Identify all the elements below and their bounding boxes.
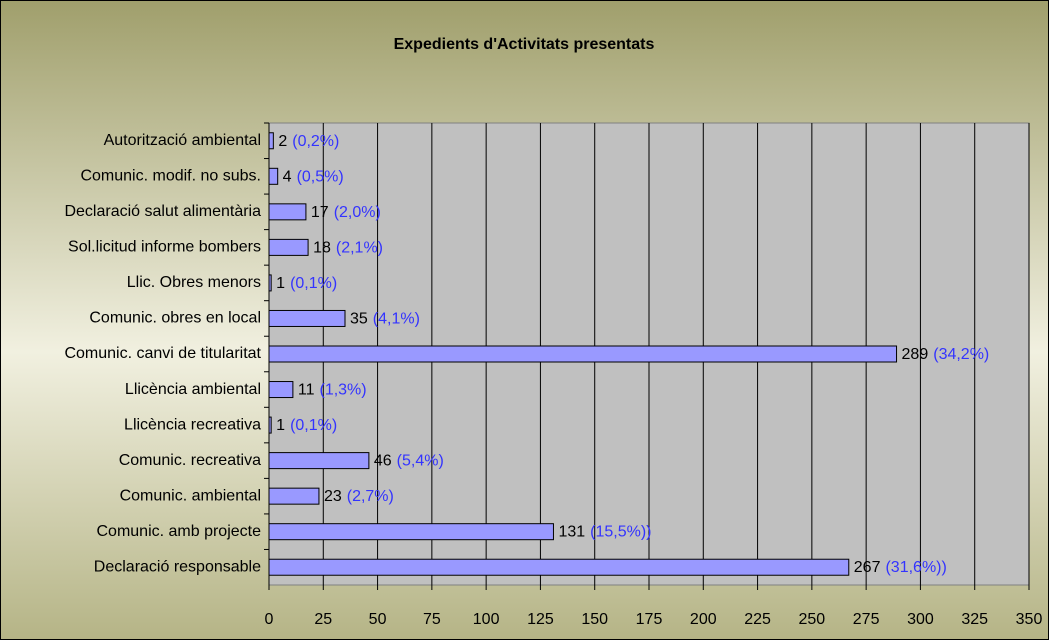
chart-title: Expedients d'Activitats presentats [394, 36, 655, 53]
bar [268, 238, 309, 256]
percent-label: (5,4%) [397, 453, 444, 470]
x-tick-label: 350 [1016, 611, 1043, 628]
value-label: 267 [854, 559, 881, 576]
x-tick-label: 100 [473, 611, 500, 628]
bar [268, 345, 898, 363]
data-label: 35 (4,1%) [350, 311, 420, 328]
y-tick-label: Llicència recreativa [124, 416, 261, 433]
percent-label: (2,0%) [334, 204, 381, 221]
bar [268, 452, 370, 470]
y-tick-label: Comunic. obres en local [89, 310, 261, 327]
y-tick-label: Llicència ambiental [125, 381, 261, 398]
value-label: 1 [276, 275, 285, 292]
data-label: 23 (2,7%) [324, 488, 394, 505]
data-label: 46 (5,4%) [374, 453, 444, 470]
data-label: 1 (0,1%) [276, 275, 337, 292]
x-tick-label: 225 [744, 611, 771, 628]
data-label: 4 (0,5%) [283, 169, 344, 186]
y-tick-label: Declaració responsable [94, 558, 261, 575]
percent-label: (15,5%)) [590, 524, 651, 541]
bar [268, 203, 307, 221]
data-label: 17 (2,0%) [311, 204, 381, 221]
percent-label: (0,5%) [297, 169, 344, 186]
percent-label: (0,1%) [290, 275, 337, 292]
y-tick-label: Llic. Obres menors [127, 274, 261, 291]
percent-label: (31,6%)) [885, 559, 946, 576]
data-label: 11 (1,3%) [298, 382, 367, 399]
x-tick-label: 125 [527, 611, 554, 628]
data-label: 1 (0,1%) [276, 417, 337, 434]
value-label: 4 [283, 169, 292, 186]
bar [268, 416, 272, 434]
x-tick-label: 325 [961, 611, 988, 628]
percent-label: (4,1%) [373, 311, 420, 328]
percent-label: (2,7%) [347, 488, 394, 505]
value-label: 289 [902, 346, 929, 363]
y-tick-label: Comunic. amb projecte [96, 523, 261, 540]
bar [268, 132, 274, 150]
x-tick-label: 150 [581, 611, 608, 628]
value-label: 23 [324, 488, 342, 505]
percent-label: (0,1%) [290, 417, 337, 434]
data-label: 18 (2,1%) [313, 240, 383, 257]
bar [268, 167, 279, 185]
value-label: 17 [311, 204, 329, 221]
bar [268, 274, 272, 292]
bar [268, 381, 294, 399]
y-tick-label: Sol.licitud informe bombers [68, 239, 261, 256]
value-label: 2 [278, 133, 287, 150]
percent-label: (0,2%) [292, 133, 339, 150]
x-tick-label: 50 [369, 611, 387, 628]
x-tick-label: 275 [853, 611, 880, 628]
value-label: 131 [558, 524, 585, 541]
percent-label: (2,1%) [336, 240, 383, 257]
bar [268, 558, 850, 576]
y-tick-label: Autorització ambiental [104, 132, 261, 149]
y-tick-label: Comunic. recreativa [119, 452, 261, 469]
x-tick-label: 0 [265, 611, 274, 628]
x-tick-label: 25 [314, 611, 332, 628]
x-tick-label: 75 [423, 611, 441, 628]
x-tick-label: 200 [690, 611, 717, 628]
x-tick-label: 300 [907, 611, 934, 628]
bar [268, 309, 346, 327]
x-tick-label: 250 [799, 611, 826, 628]
bar [268, 523, 554, 541]
data-label: 131 (15,5%)) [558, 524, 651, 541]
y-tick-label: Comunic. modif. no subs. [80, 168, 261, 185]
value-label: 46 [374, 453, 392, 470]
data-label: 289 (34,2%) [902, 346, 990, 363]
bar [268, 487, 320, 505]
y-tick-label: Comunic. ambiental [120, 487, 261, 504]
value-label: 18 [313, 240, 331, 257]
x-tick-label: 175 [636, 611, 663, 628]
y-tick-label: Comunic. canvi de titularitat [64, 345, 261, 362]
data-label: 267 (31,6%)) [854, 559, 947, 576]
percent-label: (1,3%) [319, 382, 366, 399]
value-label: 35 [350, 311, 368, 328]
data-label: 2 (0,2%) [278, 133, 339, 150]
percent-label: (34,2%) [933, 346, 989, 363]
y-tick-label: Declaració salut alimentària [64, 203, 261, 220]
value-label: 11 [298, 382, 315, 399]
value-label: 1 [276, 417, 285, 434]
